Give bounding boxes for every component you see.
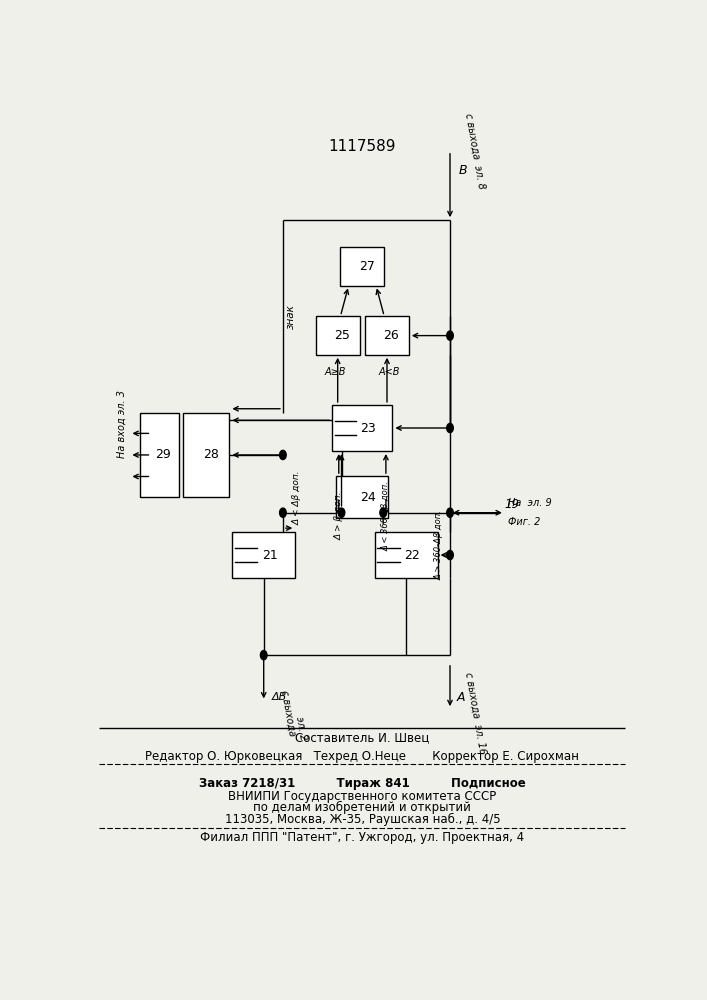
Circle shape	[447, 508, 453, 517]
Text: с выхода: с выхода	[279, 689, 297, 737]
Text: Δ < Δβ доп.: Δ < Δβ доп.	[292, 470, 301, 525]
Circle shape	[260, 651, 267, 660]
Text: Δ < 360-Δβ доп.: Δ < 360-Δβ доп.	[381, 481, 390, 551]
Text: Филиал ППП "Патент", г. Ужгород, ул. Проектная, 4: Филиал ППП "Патент", г. Ужгород, ул. Про…	[200, 831, 525, 844]
Text: 1117589: 1117589	[329, 139, 396, 154]
Text: по делам изобретений и открытий: по делам изобретений и открытий	[253, 801, 472, 814]
Bar	[232, 532, 296, 578]
Circle shape	[279, 450, 286, 460]
Text: с выхода  эл. 8: с выхода эл. 8	[464, 112, 487, 190]
Text: знак: знак	[286, 304, 296, 329]
Bar	[375, 532, 438, 578]
Bar	[316, 316, 360, 355]
Bar	[341, 247, 385, 286]
Text: ΔΒ: ΔΒ	[272, 692, 287, 702]
Text: ВНИИПИ Государственного комитета СССР: ВНИИПИ Государственного комитета СССР	[228, 790, 496, 803]
Circle shape	[279, 508, 286, 517]
Circle shape	[447, 423, 453, 433]
Bar	[365, 316, 409, 355]
Text: A<B: A<B	[379, 367, 400, 377]
Text: 23: 23	[361, 422, 376, 434]
Circle shape	[447, 550, 453, 560]
Text: 21: 21	[262, 549, 278, 562]
Text: 26: 26	[383, 329, 399, 342]
Bar	[183, 413, 230, 497]
Circle shape	[338, 508, 345, 517]
Text: Фиг. 2: Фиг. 2	[508, 517, 540, 527]
Text: Заказ 7218/31          Тираж 841          Подписное: Заказ 7218/31 Тираж 841 Подписное	[199, 777, 526, 790]
Bar	[337, 476, 388, 518]
Text: Редактор О. Юрковецкая   Техред О.Неце       Корректор Е. Сирохман: Редактор О. Юрковецкая Техред О.Неце Кор…	[146, 750, 579, 763]
Text: эл. 2: эл. 2	[294, 716, 308, 741]
Bar	[141, 413, 179, 497]
Text: На  эл. 9: На эл. 9	[508, 498, 551, 508]
Circle shape	[380, 508, 387, 517]
Bar	[332, 405, 392, 451]
Text: 28: 28	[203, 448, 218, 461]
Text: 24: 24	[360, 491, 375, 504]
Text: 22: 22	[404, 549, 421, 562]
Text: 113035, Москва, Ж-35, Раушская наб., д. 4/5: 113035, Москва, Ж-35, Раушская наб., д. …	[225, 813, 500, 826]
Text: Составитель И. Швец: Составитель И. Швец	[296, 731, 429, 744]
Text: 29: 29	[156, 448, 171, 461]
Text: 19: 19	[505, 498, 520, 512]
Text: 25: 25	[334, 329, 350, 342]
Text: с выхода  эл. 16: с выхода эл. 16	[464, 671, 488, 755]
Text: На вход эл. 3: На вход эл. 3	[116, 390, 127, 458]
Circle shape	[447, 331, 453, 340]
Text: A≥B: A≥B	[325, 367, 346, 377]
Text: Δ > 360-Δβ доп.: Δ > 360-Δβ доп.	[435, 510, 443, 580]
Text: А: А	[457, 691, 466, 704]
Text: 27: 27	[358, 260, 375, 273]
Text: Δ > β доп.: Δ > β доп.	[334, 491, 344, 540]
Text: В: В	[458, 164, 467, 177]
